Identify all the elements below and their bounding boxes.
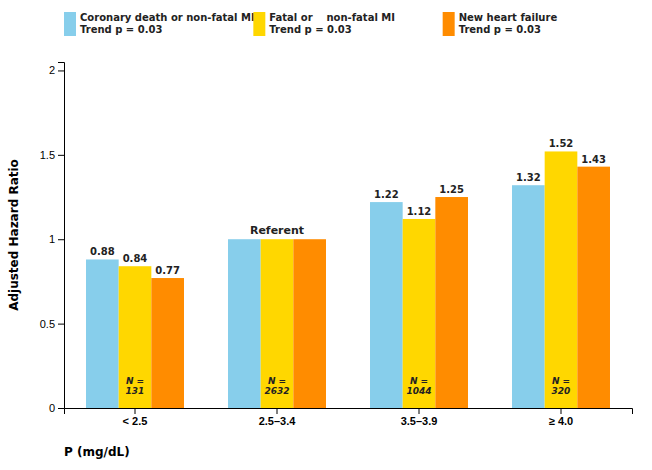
bar — [228, 239, 261, 408]
y-tick: 1 — [49, 233, 64, 245]
x-tick: < 2.5 — [123, 408, 148, 427]
chart: 00.511.52< 2.52.5–3.43.5–3.9≥ 4.00.881.2… — [0, 0, 652, 470]
x-tick: 2.5–3.4 — [259, 408, 297, 427]
y-tick-label: 2 — [49, 64, 55, 76]
data-label: 1.25 — [439, 184, 464, 195]
text-line: 2632 — [264, 386, 289, 396]
bar — [370, 202, 403, 408]
text-line: 320 — [552, 386, 571, 396]
y-tick-label: 1.5 — [40, 149, 55, 161]
legend-item: New heart failureTrend p = 0.03 — [443, 12, 558, 36]
x-tick: 3.5–3.9 — [401, 408, 438, 427]
y-tick-label: 1 — [49, 233, 55, 245]
text-line: N = — [268, 376, 286, 386]
text-line: 131 — [126, 386, 145, 396]
n-label: N =320 — [552, 376, 571, 396]
y-tick: 0.5 — [40, 318, 64, 330]
legend-label: Fatal or non-fatal MITrend p = 0.03 — [269, 12, 395, 35]
data-label: 0.77 — [155, 265, 180, 276]
y-tick-mark — [58, 408, 64, 409]
x-axis: < 2.5 2.5–3.4 3.5–3.9 ≥ 4.0 — [65, 408, 633, 427]
x-tick-mark — [419, 408, 420, 414]
y-tick: 2 — [49, 64, 64, 76]
legend-item: Fatal or non-fatal MITrend p = 0.03 — [253, 12, 395, 36]
bar — [403, 219, 436, 408]
bar — [293, 239, 326, 408]
labels: 0.88 1.22 1.32 0.84 1.12 1.52 0.77 1.25 1.43 Refe… — [90, 138, 606, 396]
x-tick-label: 3.5–3.9 — [401, 415, 438, 427]
y-tick-mark — [58, 155, 64, 156]
legend-item: Coronary death or non-fatal MITrend p = … — [64, 12, 255, 36]
x-tick-label: < 2.5 — [123, 415, 148, 427]
text-line: N = — [410, 376, 428, 386]
n-label: N =1044 — [406, 376, 431, 396]
text-line: Fatal or non-fatal MI — [269, 12, 395, 23]
bar — [577, 167, 610, 408]
legend: Coronary death or non-fatal MITrend p = … — [64, 12, 557, 36]
y-tick-mark — [58, 239, 64, 240]
bar-series — [151, 167, 610, 408]
y-axis: 0 0.5 1 1.5 2 — [40, 63, 65, 415]
bar-series — [86, 185, 545, 408]
bar-series — [119, 151, 578, 408]
text-line: Trend p = 0.03 — [269, 24, 351, 35]
x-tick-mark — [135, 408, 136, 414]
text-line: N = — [552, 376, 570, 386]
data-label: 1.52 — [549, 138, 574, 149]
bar — [119, 266, 152, 408]
data-label: 0.84 — [123, 253, 148, 264]
text-line: Coronary death or non-fatal MI — [80, 12, 255, 23]
legend-label: Coronary death or non-fatal MITrend p = … — [80, 12, 255, 35]
bar — [545, 151, 578, 408]
data-label: 1.43 — [581, 154, 606, 165]
x-tick-label: ≥ 4.0 — [549, 415, 573, 427]
annotation: Referent — [250, 224, 304, 237]
text-line: N = — [126, 376, 144, 386]
y-axis-line — [58, 63, 65, 409]
x-tick-mark — [277, 408, 278, 414]
data-label: 1.32 — [516, 172, 541, 183]
n-label: N =2632 — [264, 376, 289, 396]
y-tick-mark — [58, 70, 64, 71]
x-axis-title: P (mg/dL) — [64, 445, 130, 459]
bar — [151, 278, 184, 408]
x-tick-mark — [561, 408, 562, 414]
legend-swatch — [253, 12, 265, 36]
data-label: 0.88 — [90, 246, 115, 257]
y-tick: 0 — [49, 402, 64, 414]
y-tick-mark — [58, 324, 64, 325]
bar — [435, 197, 468, 408]
bar — [261, 239, 294, 408]
legend-label: New heart failureTrend p = 0.03 — [459, 12, 558, 35]
text-line: Trend p = 0.03 — [80, 24, 162, 35]
data-label: 1.12 — [407, 206, 432, 217]
y-tick: 1.5 — [40, 149, 64, 161]
bar — [512, 185, 545, 408]
text-line: 1044 — [406, 386, 431, 396]
plot: 00.511.52< 2.52.5–3.43.5–3.9≥ 4.00.881.2… — [40, 63, 633, 427]
y-tick-label: 0 — [49, 402, 55, 414]
x-axis-line — [65, 409, 633, 415]
n-label: N =131 — [126, 376, 145, 396]
bars — [86, 151, 610, 408]
x-tick-label: 2.5–3.4 — [259, 415, 297, 427]
data-label: 1.22 — [374, 189, 399, 200]
text-line: Trend p = 0.03 — [459, 24, 541, 35]
y-axis-title: Adjusted Hazard Ratio — [7, 159, 21, 311]
bar — [86, 259, 119, 408]
text-line: New heart failure — [459, 12, 558, 23]
legend-swatch — [443, 12, 455, 36]
x-tick: ≥ 4.0 — [549, 408, 573, 427]
legend-swatch — [64, 12, 76, 36]
y-tick-label: 0.5 — [40, 318, 55, 330]
